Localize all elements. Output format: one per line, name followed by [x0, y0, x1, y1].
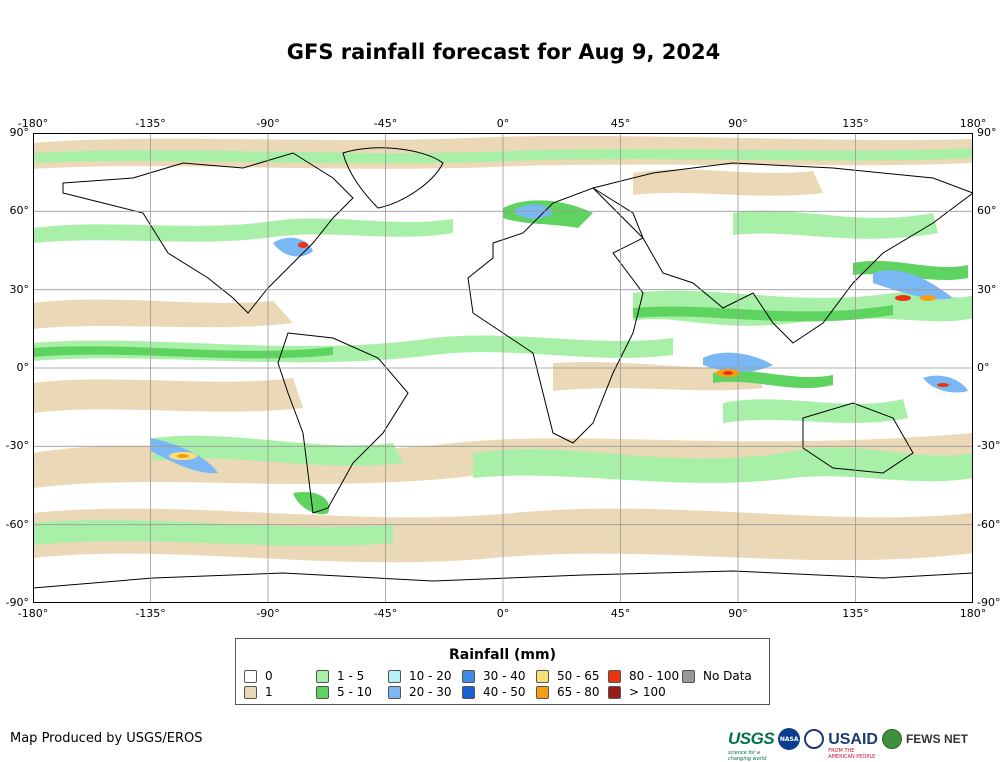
legend-item: 10 - 20: [388, 669, 452, 683]
lon-tick-label: 90°: [728, 607, 748, 620]
legend-label: No Data: [703, 669, 752, 683]
lon-tick-label: 90°: [728, 117, 748, 130]
legend-label: 5 - 10: [337, 685, 372, 699]
europe-africa-coast: [467, 187, 644, 444]
lat-tick-label-right: -90°: [977, 596, 1001, 609]
lat-tick-label-left: 90°: [9, 126, 30, 139]
usaid-seal-icon: [804, 729, 825, 749]
usgs-tagline: science for a changing world: [728, 750, 767, 762]
legend-item: 1 - 5: [316, 669, 364, 683]
fews-globe-icon: [881, 729, 902, 749]
legend-item: 1: [244, 685, 273, 699]
legend-swatch: [316, 669, 329, 683]
legend-item: 65 - 80: [536, 685, 600, 699]
usaid-tagline: FROM THE AMERICAN PEOPLE: [828, 748, 876, 760]
lon-tick-label: 180°: [959, 607, 987, 620]
lon-tick-label: 0°: [496, 607, 510, 620]
lon-tick-label: 135°: [842, 117, 869, 130]
lon-tick-label: -90°: [256, 117, 280, 130]
usaid-logo: USAID FROM THE AMERICAN PEOPLE: [828, 729, 878, 760]
rainfall-layer-5-10mm: [33, 200, 968, 515]
legend-swatch: [682, 669, 695, 683]
lat-tick-label-right: 90°: [977, 126, 997, 139]
legend-swatch: [316, 685, 329, 699]
legend-swatch: [536, 685, 549, 699]
legend-item: 50 - 65: [536, 669, 600, 683]
credit-text: Map Produced by USGS/EROS: [10, 731, 203, 746]
lat-tick-label-left: -30°: [5, 439, 29, 453]
legend-item: 80 - 100: [608, 669, 679, 683]
lat-tick-label-right: -30°: [977, 439, 1001, 453]
legend-item: 20 - 30: [388, 685, 452, 699]
lon-tick-label: 45°: [610, 117, 631, 130]
greenland-coast: [342, 147, 444, 209]
legend-item: > 100: [608, 685, 666, 699]
lat-tick-label-right: 30°: [977, 282, 997, 296]
legend-label: > 100: [629, 685, 666, 699]
lat-tick-label-right: 0°: [977, 361, 990, 374]
rainfall-map: [33, 133, 973, 603]
legend-item: No Data: [682, 669, 752, 683]
lon-tick-label: 45°: [610, 607, 631, 620]
lon-tick-label: -45°: [373, 607, 398, 620]
lat-tick-label-left: -60°: [5, 517, 29, 531]
legend-label: 10 - 20: [409, 669, 452, 683]
legend-swatch: [608, 669, 621, 683]
lon-tick-label: -135°: [135, 607, 166, 620]
fews-net-wordmark: FEWS NET: [905, 732, 968, 746]
lon-tick-label: 0°: [496, 117, 510, 130]
legend-label: 1 - 5: [337, 669, 365, 683]
asia-coast: [592, 162, 973, 344]
legend-item: 30 - 40: [462, 669, 526, 683]
usaid-wordmark: USAID: [828, 731, 878, 748]
lon-tick-label: -180°: [17, 117, 49, 130]
legend-swatch: [608, 685, 621, 699]
legend-label: 65 - 80: [557, 685, 600, 699]
legend-item: 40 - 50: [462, 685, 526, 699]
lat-tick-label-left: -90°: [5, 596, 29, 609]
antarctica-coast: [33, 570, 973, 589]
lon-tick-label: -135°: [135, 117, 166, 130]
legend-label: 50 - 65: [557, 669, 600, 683]
legend-swatch: [462, 685, 475, 699]
lon-tick-label: 180°: [959, 117, 987, 130]
lat-tick-label-right: 60°: [977, 204, 997, 218]
lat-tick-label-left: 60°: [9, 204, 30, 218]
map-title: GFS rainfall forecast for Aug 9, 2024: [286, 40, 721, 64]
usgs-wordmark: USGS: [728, 729, 775, 748]
nasa-logo: NASA: [778, 728, 801, 750]
australia-coast: [802, 402, 914, 474]
lon-tick-label: -180°: [17, 607, 49, 620]
legend-label: 0: [265, 669, 273, 683]
south-america-coast: [277, 332, 409, 514]
lon-tick-label: -45°: [373, 117, 398, 130]
legend-label: 1: [265, 685, 273, 699]
legend-swatch: [462, 669, 475, 683]
agency-logos: USGS science for a changing world NASA U…: [728, 724, 968, 762]
coastlines: [33, 147, 973, 589]
legend-label: 40 - 50: [483, 685, 526, 699]
legend-label: 80 - 100: [629, 669, 680, 683]
lon-tick-label: 135°: [842, 607, 869, 620]
graticule: [33, 133, 973, 603]
north-america-coast: [62, 152, 354, 314]
legend-swatch: [244, 669, 257, 683]
legend-swatch: [388, 669, 401, 683]
lat-tick-label-left: 30°: [9, 282, 30, 296]
lat-tick-label-right: -60°: [977, 517, 1001, 531]
legend-swatch: [244, 685, 257, 699]
map-frame: [33, 133, 973, 603]
usgs-logo: USGS science for a changing world: [728, 729, 775, 762]
legend-title: Rainfall (mm): [449, 647, 556, 663]
legend: Rainfall (mm) 0 1 1 - 5 5 - 10 10 - 20 20 - 3…: [235, 638, 770, 705]
legend-swatch: [536, 669, 549, 683]
legend-label: 30 - 40: [483, 669, 526, 683]
legend-swatch: [388, 685, 401, 699]
rainfall-layer-heavy: [169, 242, 949, 460]
legend-item: 0: [244, 669, 273, 683]
lat-tick-label-left: 0°: [16, 361, 30, 374]
legend-label: 20 - 30: [409, 685, 452, 699]
legend-item: 5 - 10: [316, 685, 372, 699]
lon-tick-label: -90°: [256, 607, 280, 620]
